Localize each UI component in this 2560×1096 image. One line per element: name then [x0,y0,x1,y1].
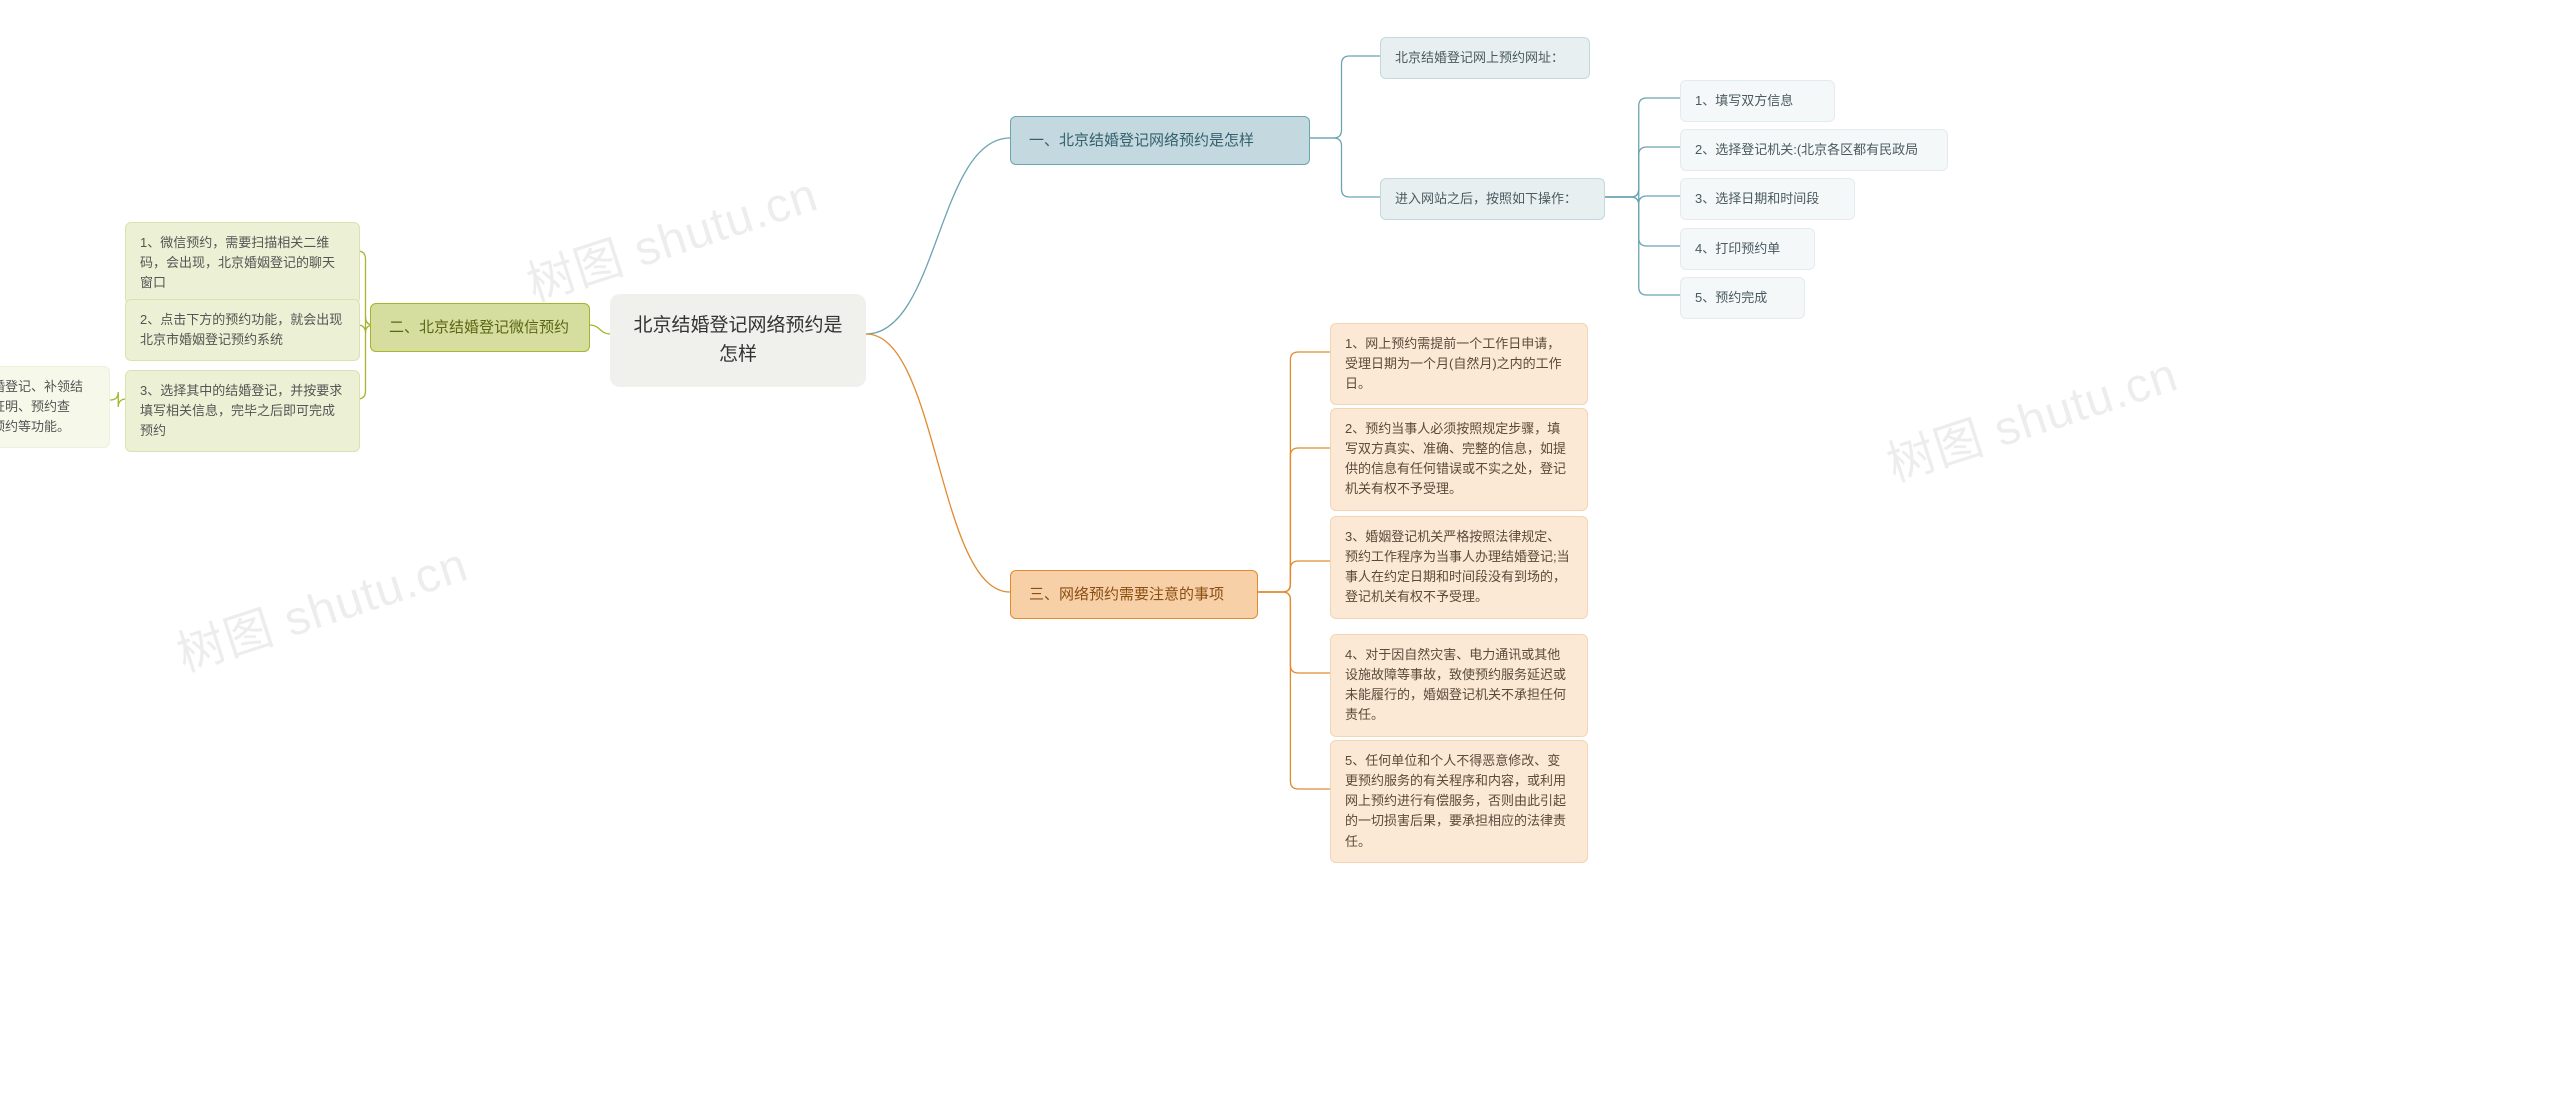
child-node: 北京结婚登记网上预约网址： [1380,37,1590,79]
child-node: 1、网上预约需提前一个工作日申请，受理日期为一个月(自然月)之内的工作日。 [1330,323,1588,405]
mindmap-canvas: { "canvas": { "width": 2560, "height": 1… [0,0,2560,1096]
node-label: 一、北京结婚登记网络预约是怎样 [1029,132,1254,149]
branch-node: 一、北京结婚登记网络预约是怎样 [1010,116,1310,165]
child-node: 4、对于因自然灾害、电力通讯或其他设施故障等事故，致使预约服务延迟或未能履行的，… [1330,634,1588,737]
node-label: 3、选择日期和时间段 [1695,191,1819,206]
node-label: 1、网上预约需提前一个工作日申请，受理日期为一个月(自然月)之内的工作日。 [1345,336,1562,391]
node-label: 2、选择登记机关:(北京各区都有民政局 [1695,142,1918,157]
child-node: 4、打印预约单 [1680,228,1815,270]
root-node: 北京结婚登记网络预约是 怎样 [610,294,866,387]
watermark: 树图 shutu.cn [1877,335,2186,495]
node-label: 进入网站之后，按照如下操作： [1395,191,1577,206]
node-label: 5、预约完成 [1695,290,1767,305]
child-node: 5、任何单位和个人不得恶意修改、变更预约服务的有关程序和内容，或利用网上预约进行… [1330,740,1588,863]
node-label: 4、对于因自然灾害、电力通讯或其他设施故障等事故，致使预约服务延迟或未能履行的，… [1345,647,1566,722]
node-label: 2、点击下方的预约功能，就会出现北京市婚姻登记预约系统 [140,312,342,347]
child-node: 微信平台还具有：离婚登记、补领结婚、补领离婚、出具证明、预约查询、预约撤销、查档… [0,366,110,448]
child-node: 2、预约当事人必须按照规定步骤，填写双方真实、准确、完整的信息，如提供的信息有任… [1330,408,1588,511]
node-label: 1、填写双方信息 [1695,93,1793,108]
branch-node: 二、北京结婚登记微信预约 [370,303,590,352]
branch-node: 三、网络预约需要注意的事项 [1010,570,1258,619]
watermark: 树图 shutu.cn [517,155,826,315]
node-label: 三、网络预约需要注意的事项 [1029,586,1224,603]
node-label: 4、打印预约单 [1695,241,1780,256]
node-label: 5、任何单位和个人不得恶意修改、变更预约服务的有关程序和内容，或利用网上预约进行… [1345,753,1566,849]
child-node: 2、点击下方的预约功能，就会出现北京市婚姻登记预约系统 [125,299,360,361]
root-text: 北京结婚登记网络预约是 怎样 [633,315,842,365]
child-node: 2、选择登记机关:(北京各区都有民政局 [1680,129,1948,171]
child-node: 3、婚姻登记机关严格按照法律规定、预约工作程序为当事人办理结婚登记;当事人在约定… [1330,516,1588,619]
child-node: 5、预约完成 [1680,277,1805,319]
watermark: 树图 shutu.cn [167,525,476,685]
child-node: 进入网站之后，按照如下操作： [1380,178,1605,220]
node-label: 3、选择其中的结婚登记，并按要求填写相关信息，完毕之后即可完成预约 [140,383,342,438]
node-label: 1、微信预约，需要扫描相关二维码，会出现，北京婚姻登记的聊天窗口 [140,235,335,290]
node-label: 北京结婚登记网上预约网址： [1395,50,1564,65]
node-label: 2、预约当事人必须按照规定步骤，填写双方真实、准确、完整的信息，如提供的信息有任… [1345,421,1566,496]
node-label: 二、北京结婚登记微信预约 [389,319,569,336]
child-node: 1、填写双方信息 [1680,80,1835,122]
node-label: 3、婚姻登记机关严格按照法律规定、预约工作程序为当事人办理结婚登记;当事人在约定… [1345,529,1570,604]
child-node: 1、微信预约，需要扫描相关二维码，会出现，北京婚姻登记的聊天窗口 [125,222,360,304]
child-node: 3、选择日期和时间段 [1680,178,1855,220]
node-label: 微信平台还具有：离婚登记、补领结婚、补领离婚、出具证明、预约查询、预约撤销、查档… [0,379,83,434]
child-node: 3、选择其中的结婚登记，并按要求填写相关信息，完毕之后即可完成预约 [125,370,360,452]
